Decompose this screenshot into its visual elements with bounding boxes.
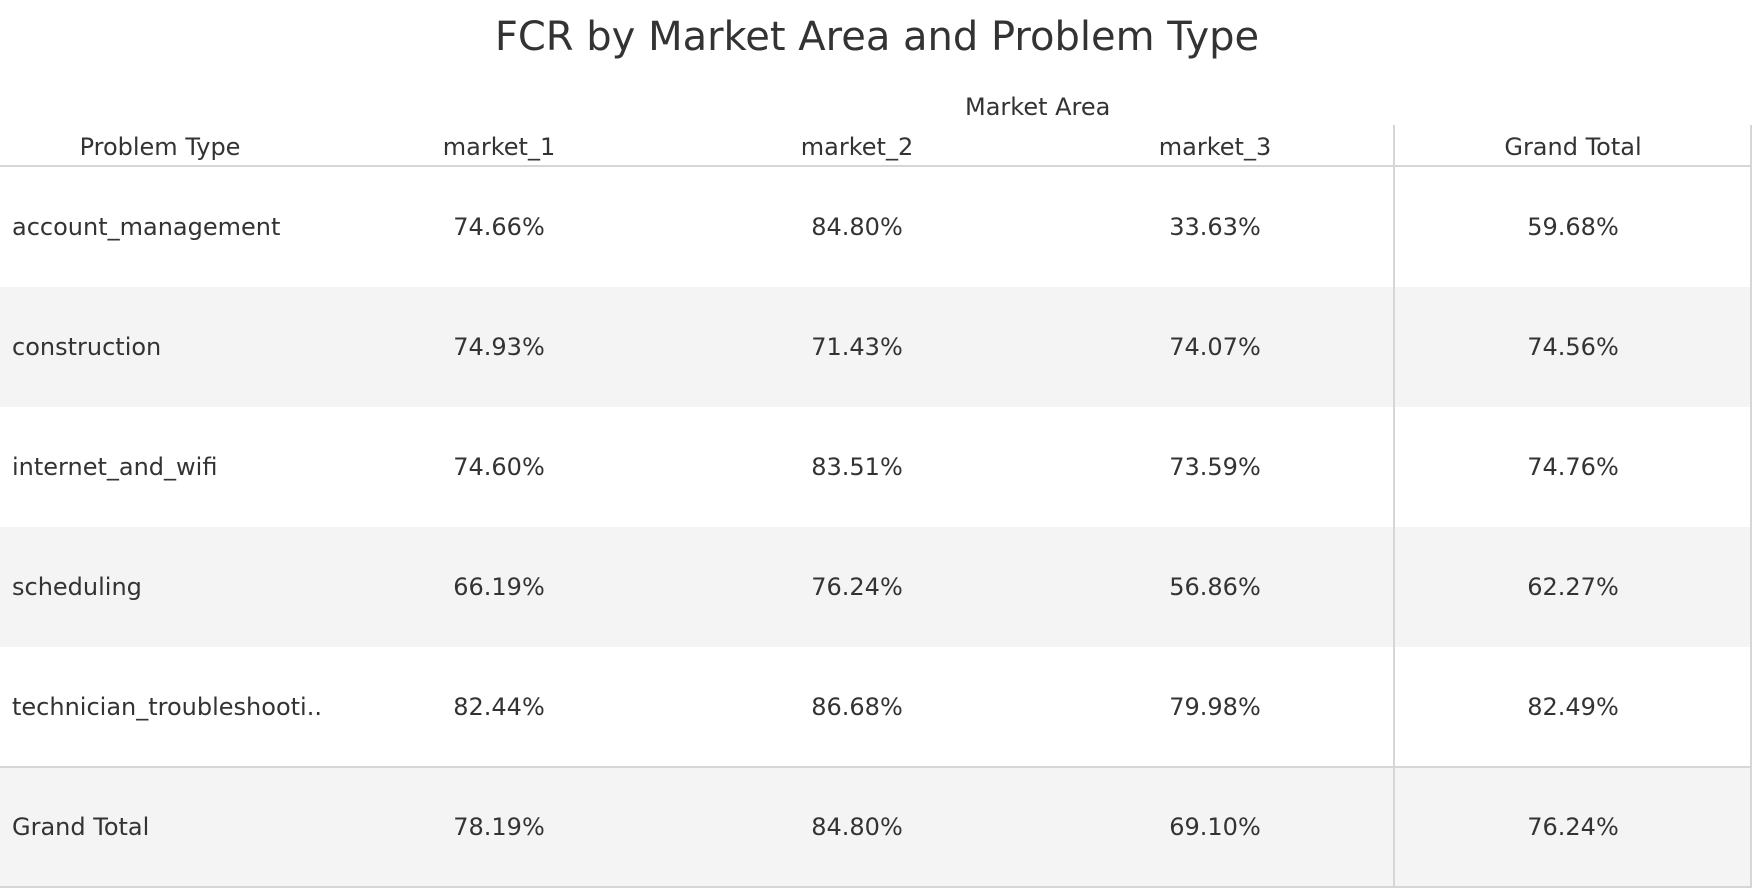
table-cell: 73.59%: [1169, 453, 1261, 481]
row-label: technician_troubleshooti..: [12, 693, 322, 721]
table-cell: 74.56%: [1527, 333, 1619, 361]
table-cell: 82.49%: [1527, 693, 1619, 721]
table-cell: 82.44%: [453, 693, 545, 721]
header-bottom-line: [320, 165, 1751, 167]
grand-total-column-divider: [1393, 125, 1395, 888]
row-band-4: [0, 527, 1751, 647]
table-cell: 62.27%: [1527, 573, 1619, 601]
column-header-market-2: market_2: [800, 133, 914, 161]
grand-total-row-label: Grand Total: [12, 813, 150, 841]
table-cell: 86.68%: [811, 693, 903, 721]
table-cell: 74.76%: [1527, 453, 1619, 481]
row-label: scheduling: [12, 573, 142, 601]
grand-total-divider: [0, 766, 1751, 768]
table-cell: 83.51%: [811, 453, 903, 481]
row-band-2: [0, 287, 1751, 407]
grand-total-cell: 78.19%: [453, 813, 545, 841]
table-cell: 76.24%: [811, 573, 903, 601]
table-cell: 74.66%: [453, 213, 545, 241]
table-cell: 74.93%: [453, 333, 545, 361]
grand-total-cell: 69.10%: [1169, 813, 1261, 841]
row-label: account_management: [12, 213, 281, 241]
row-header-underline: [0, 165, 320, 167]
table-cell: 79.98%: [1169, 693, 1261, 721]
table-bottom-line: [0, 886, 1751, 888]
table-cell: 74.07%: [1169, 333, 1261, 361]
grand-total-cell: 76.24%: [1527, 813, 1619, 841]
chart-title: FCR by Market Area and Problem Type: [494, 14, 1260, 60]
row-band-grand-total: [0, 767, 1751, 887]
table-cell: 56.86%: [1169, 573, 1261, 601]
column-header-grand-total: Grand Total: [1504, 133, 1642, 161]
table-cell: 74.60%: [453, 453, 545, 481]
table-cell: 59.68%: [1527, 213, 1619, 241]
table-cell: 84.80%: [811, 213, 903, 241]
row-label: construction: [12, 333, 162, 361]
column-header-market-1: market_1: [442, 133, 556, 161]
row-label: internet_and_wifi: [12, 453, 218, 481]
column-group-label: Market Area: [965, 93, 1111, 121]
row-header-label: Problem Type: [79, 133, 241, 161]
table-cell: 71.43%: [811, 333, 903, 361]
grand-total-cell: 84.80%: [811, 813, 903, 841]
table-cell: 66.19%: [453, 573, 545, 601]
column-header-market-3: market_3: [1158, 133, 1272, 161]
table-cell: 33.63%: [1169, 213, 1261, 241]
table-right-border: [1750, 125, 1752, 888]
